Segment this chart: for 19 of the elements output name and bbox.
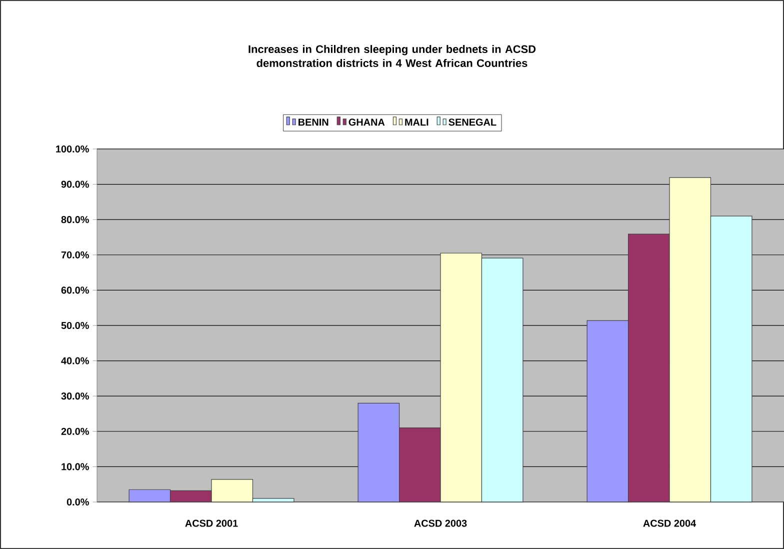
chart-title: Increases in Children sleeping under bednets in ACSD demonstration districts in 4 West African Countries xyxy=(248,44,536,67)
y-tick-label: 90.0% xyxy=(61,180,89,188)
legend-label: MALI xyxy=(405,118,428,126)
x-tick-label: ACSD 2004 xyxy=(643,520,696,527)
y-tick-label: 50.0% xyxy=(61,322,89,330)
y-tick-label: 40.0% xyxy=(61,357,89,364)
y-tick-label: 20.0% xyxy=(61,428,89,435)
y-tick-label: 70.0% xyxy=(61,251,89,258)
y-tick-label: 30.0% xyxy=(61,392,89,400)
legend-label: BENIN xyxy=(298,118,328,126)
y-tick-label: 0.0% xyxy=(66,498,89,506)
y-tick-label: 100.0% xyxy=(56,145,89,153)
legend-label: SENEGAL xyxy=(448,118,496,126)
y-tick-label: 10.0% xyxy=(62,463,89,470)
y-tick-label: 60.0% xyxy=(61,286,89,294)
y-tick-label: 80.0% xyxy=(61,216,89,224)
x-tick-label: ACSD 2003 xyxy=(414,520,467,527)
x-tick-label: ACSD 2001 xyxy=(185,520,238,527)
legend-label: GHANA xyxy=(348,118,385,126)
